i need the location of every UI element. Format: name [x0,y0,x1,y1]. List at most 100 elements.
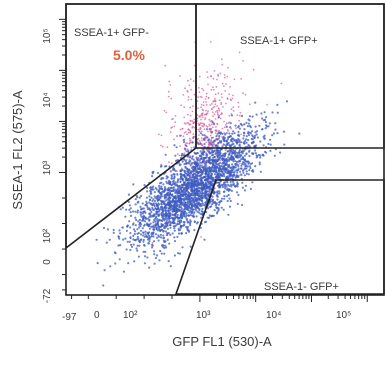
blue-point [139,238,142,242]
blue-point [207,193,210,197]
pink-point [190,88,192,91]
blue-point [179,226,183,229]
blue-point [258,124,261,127]
pink-point [174,121,177,124]
blue-point [211,203,214,206]
pink-point [205,113,208,116]
blue-point [198,166,201,169]
blue-point [228,163,231,166]
blue-point [203,186,206,189]
pink-point [211,108,214,110]
pink-point [209,41,212,43]
blue-point [227,156,230,159]
blue-point [174,154,177,157]
blue-point [204,201,207,204]
blue-point [130,214,133,217]
pink-point [213,105,216,108]
pink-point [203,113,206,116]
blue-point [243,158,247,161]
blue-point [190,194,193,197]
blue-point [211,151,215,154]
blue-point [185,178,188,181]
blue-point [130,243,133,246]
pink-point [184,87,187,90]
pink-point [228,114,231,117]
blue-point [201,170,204,174]
blue-point [173,236,176,239]
pink-point [223,132,226,134]
blue-point [208,166,211,169]
blue-point [242,168,245,171]
pink-point [197,87,200,89]
blue-point [243,123,246,126]
blue-point [211,163,215,166]
pink-point [173,138,175,141]
pink-point [237,101,240,104]
blue-point [218,181,221,184]
gate-percent-ssea1-pos-gfp-neg: 5.0% [113,47,145,63]
blue-point [133,232,136,236]
blue-point [179,180,182,183]
x-axis-title: GFP FL1 (530)-A [172,334,272,349]
blue-point [166,188,169,191]
blue-point [136,211,139,214]
blue-point [184,191,187,194]
blue-point [142,238,145,241]
pink-point [181,127,184,130]
blue-point [245,152,248,155]
pink-point [225,102,227,105]
blue-point [157,214,160,217]
pink-point [209,134,212,137]
blue-point [176,184,179,187]
blue-point [258,161,261,164]
blue-point [205,186,208,189]
blue-point [223,181,226,184]
blue-point [201,202,204,205]
blue-point [215,144,219,147]
pink-point [190,147,193,149]
pink-point [221,82,224,85]
blue-point [171,210,174,213]
blue-point [168,242,171,245]
blue-point [186,184,189,187]
blue-point [167,209,170,212]
blue-point [201,133,204,136]
blue-point [210,166,213,169]
blue-point [119,244,122,247]
pink-point [189,131,192,134]
blue-point [191,176,194,179]
pink-point [196,138,199,141]
blue-point [169,233,172,236]
pink-point [214,103,217,106]
blue-point [175,224,178,227]
pink-point [201,139,203,142]
blue-point [139,224,142,228]
blue-point [230,149,233,152]
pink-point [191,110,194,113]
blue-point [139,213,142,216]
blue-point [210,143,213,146]
blue-point [205,154,208,157]
blue-point [243,128,246,131]
blue-point [177,187,180,190]
blue-point [212,167,215,170]
blue-point [142,240,145,243]
blue-point [230,183,233,186]
pink-point [202,89,205,92]
pink-point [223,120,225,123]
blue-point [215,181,218,184]
blue-point [254,165,257,168]
pink-point [202,104,205,107]
blue-point [161,244,164,247]
blue-point [244,163,247,166]
blue-point [210,184,213,187]
blue-point [106,228,109,231]
blue-point [229,180,232,184]
blue-point [169,180,172,183]
blue-point [186,228,189,231]
blue-point [185,176,188,179]
blue-point [165,180,168,183]
blue-point [240,167,243,170]
pink-point [183,152,186,155]
pink-point [204,109,207,112]
